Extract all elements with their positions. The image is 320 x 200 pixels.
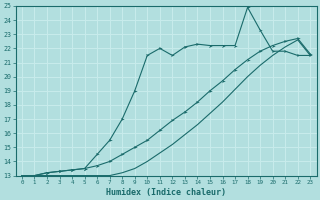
- X-axis label: Humidex (Indice chaleur): Humidex (Indice chaleur): [106, 188, 226, 197]
